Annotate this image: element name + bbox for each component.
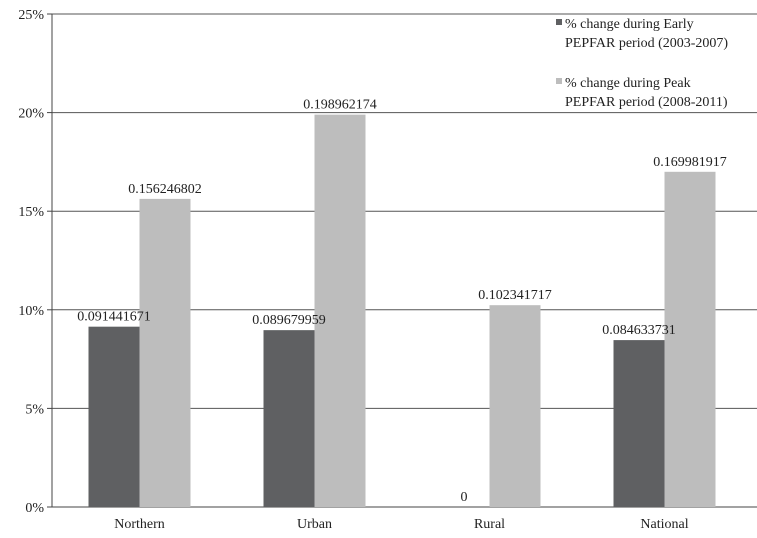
bar-national-series-1 bbox=[613, 340, 665, 507]
data-labels: 0.091441671 0.156246802 0.089679959 0.19896… bbox=[77, 98, 727, 505]
legend: % change during Early PEPFAR period (2003… bbox=[556, 17, 728, 110]
data-label-urban-series-2: 0.198962174 bbox=[303, 98, 377, 113]
bar-national-series-2 bbox=[664, 171, 716, 507]
bar-northern-series-2 bbox=[139, 198, 191, 508]
data-label-rural-series-2: 0.102341717 bbox=[478, 288, 552, 303]
data-label-national-series-2: 0.169981917 bbox=[653, 155, 727, 170]
x-category-label: Rural bbox=[474, 517, 505, 532]
data-label-rural-series-1: 0 bbox=[461, 490, 468, 505]
legend-label-series-2: PEPFAR period (2008-2011) bbox=[565, 95, 728, 110]
y-tick-label: 15% bbox=[18, 205, 44, 220]
y-tick-label: 0% bbox=[25, 501, 44, 516]
data-label-northern-series-2: 0.156246802 bbox=[128, 182, 202, 197]
legend-label-series-1: % change during Early bbox=[565, 17, 694, 32]
x-category-label: Urban bbox=[297, 517, 332, 532]
data-label-national-series-1: 0.084633731 bbox=[602, 323, 676, 338]
y-tick-label: 20% bbox=[18, 107, 44, 122]
data-label-urban-series-1: 0.089679959 bbox=[252, 313, 326, 328]
bar-northern-series-1 bbox=[88, 326, 140, 507]
bar-urban-series-2 bbox=[314, 114, 366, 507]
legend-swatch-series-1 bbox=[556, 19, 562, 25]
bars bbox=[88, 114, 716, 508]
bar-rural-series-2 bbox=[489, 305, 541, 507]
y-tick-label: 25% bbox=[18, 8, 44, 23]
legend-label-series-1: PEPFAR period (2003-2007) bbox=[565, 36, 728, 51]
bar-urban-series-1 bbox=[263, 330, 315, 507]
x-category-label: Northern bbox=[114, 517, 165, 532]
x-category-label: National bbox=[640, 517, 688, 532]
y-tick-label: 5% bbox=[25, 402, 44, 417]
legend-label-series-2: % change during Peak bbox=[565, 76, 691, 91]
x-axis-categories: Northern Urban Rural National bbox=[114, 517, 688, 532]
y-tick-label: 10% bbox=[18, 304, 44, 319]
data-label-northern-series-1: 0.091441671 bbox=[77, 310, 151, 325]
y-axis-ticks: 0% 5% 10% 15% 20% 25% bbox=[18, 8, 53, 516]
legend-swatch-series-2 bbox=[556, 78, 562, 84]
